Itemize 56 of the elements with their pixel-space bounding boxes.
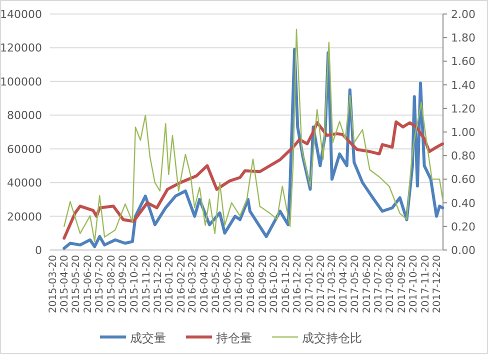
y2-tick-label: 1.00 <box>451 126 476 139</box>
x-tick-label: 2015-12-20 <box>152 255 164 314</box>
y2-tick-label: 1.40 <box>451 78 476 92</box>
x-tick-label: 2017-07-20 <box>373 255 384 314</box>
y2-tick-label: 1.60 <box>451 55 476 68</box>
y-tick-label: 100000 <box>0 75 42 88</box>
x-tick-label: 2017-08-20 <box>385 255 396 314</box>
y-tick-label: 120000 <box>0 42 42 55</box>
x-tick-label: 2016-10-20 <box>269 255 280 314</box>
x-tick-label: 2016-01-20 <box>164 255 176 314</box>
x-tick-label: 2016-04-20 <box>199 255 210 314</box>
x-tick-label: 2016-06-20 <box>222 255 234 314</box>
y-tick-label: 140000 <box>0 8 42 21</box>
x-tick-label: 2017-09-20 <box>397 255 408 314</box>
x-tick-label: 2015-09-20 <box>118 255 130 314</box>
x-tick-label: 2017-02-20 <box>316 255 328 314</box>
legend-label: 成交持仓比 <box>302 331 362 345</box>
x-tick-label: 2016-03-20 <box>188 255 199 314</box>
x-tick-label: 2016-07-20 <box>234 255 246 314</box>
y-tick-label: 40000 <box>7 176 42 190</box>
y2-tick-label: 0.20 <box>451 220 476 234</box>
x-tick-label: 2016-11-20 <box>281 255 292 314</box>
legend-label: 成交量 <box>130 331 166 345</box>
x-tick-label: 2017-01-20 <box>304 255 316 314</box>
x-tick-label: 2017-06-20 <box>362 255 373 314</box>
legend-label: 持仓量 <box>216 331 252 345</box>
x-tick-label: 2015-11-20 <box>141 255 152 314</box>
y2-tick-label: 1.20 <box>451 102 476 116</box>
x-tick-label: 2015-03-20 <box>48 255 59 314</box>
x-tick-label: 2015-05-20 <box>71 255 82 314</box>
y-tick-label: 80000 <box>7 109 42 122</box>
y-tick-label: 20000 <box>7 210 42 224</box>
x-tick-label: 2015-10-20 <box>130 255 141 314</box>
x-tick-label: 2015-07-20 <box>94 255 106 314</box>
x-tick-label: 2016-05-20 <box>210 255 222 314</box>
x-tick-label: 2016-09-20 <box>258 255 269 314</box>
x-tick-label: 2015-04-20 <box>60 255 71 314</box>
y-tick-label: 0 <box>35 244 42 257</box>
x-tick-label: 2017-10-20 <box>408 255 420 314</box>
x-tick-label: 2017-04-20 <box>338 255 350 314</box>
x-tick-label: 2016-02-20 <box>176 255 188 314</box>
y2-tick-label: 2.00 <box>451 8 476 21</box>
x-tick-label: 2015-06-20 <box>83 255 94 314</box>
y2-tick-label: 0.80 <box>451 150 476 163</box>
x-tick-label: 2016-08-20 <box>246 255 257 314</box>
x-tick-label: 2017-05-20 <box>350 255 362 314</box>
x-tick-label: 2017-12-20 <box>432 255 443 314</box>
x-tick-label: 2017-11-20 <box>420 255 432 314</box>
x-tick-label: 2016-12-20 <box>292 255 304 314</box>
y-tick-label: 60000 <box>7 142 42 156</box>
y2-tick-label: 0.00 <box>451 244 476 257</box>
y2-tick-label: 0.60 <box>451 173 476 186</box>
x-tick-label: 2015-08-20 <box>106 255 118 314</box>
y2-tick-label: 1.80 <box>451 32 476 45</box>
y2-tick-label: 0.40 <box>451 196 476 210</box>
x-tick-label: 2017-03-20 <box>326 255 338 314</box>
